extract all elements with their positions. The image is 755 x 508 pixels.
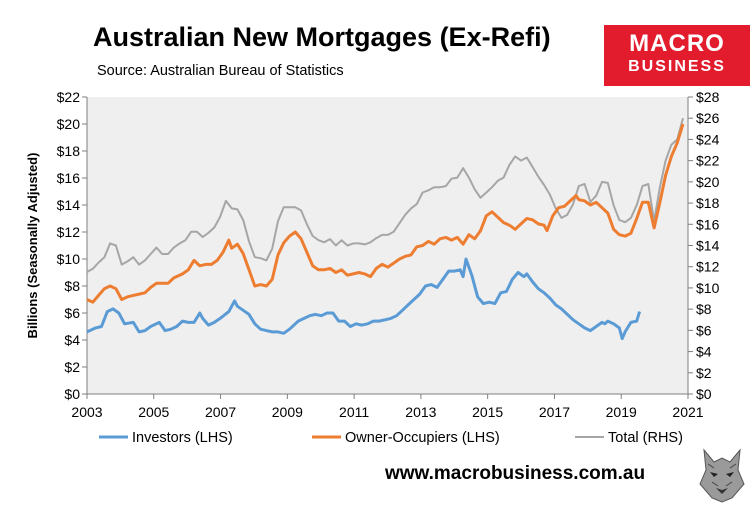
y-tick-label: $4 xyxy=(64,332,80,348)
website-url: www.macrobusiness.com.au xyxy=(385,463,646,484)
y2-tick-label: $18 xyxy=(696,195,720,211)
plot-area xyxy=(87,97,688,394)
series-line-total-rhs xyxy=(86,117,684,273)
y2-tick-label: $22 xyxy=(696,153,720,169)
series-line-investors-lhs xyxy=(86,257,642,341)
y-tick-label: $0 xyxy=(64,386,80,402)
y-tick-label: $12 xyxy=(57,224,81,240)
y-tick-label: $18 xyxy=(57,143,81,159)
logo-line-2: BUSINESS xyxy=(628,58,726,75)
x-tick-label: 2019 xyxy=(606,404,637,420)
y-tick-label: $16 xyxy=(57,170,81,186)
y2-tick-label: $16 xyxy=(696,216,720,232)
y-tick-label: $6 xyxy=(64,305,80,321)
chart-source: Source: Australian Bureau of Statistics xyxy=(97,63,344,79)
x-tick-label: 2011 xyxy=(339,404,369,420)
x-tick-label: 2009 xyxy=(272,404,303,420)
logo-line-1: MACRO xyxy=(629,30,725,57)
legend-label: Investors (LHS) xyxy=(132,430,233,446)
y2-tick-label: $2 xyxy=(696,365,712,381)
x-tick-label: 2021 xyxy=(672,404,703,420)
y2-tick-label: $26 xyxy=(696,110,720,126)
legend-label: Owner-Occupiers (LHS) xyxy=(345,430,500,446)
series-group xyxy=(86,117,685,341)
y2-tick-label: $24 xyxy=(696,131,720,147)
x-tick-label: 2013 xyxy=(405,404,436,420)
macrobusiness-logo: MACRO BUSINESS xyxy=(604,25,750,86)
x-tick-label: 2015 xyxy=(472,404,503,420)
y-tick-label: $14 xyxy=(57,197,81,213)
y2-tick-label: $20 xyxy=(696,174,720,190)
y2-tick-label: $10 xyxy=(696,280,720,296)
y-tick-label: $20 xyxy=(57,116,81,132)
legend: Investors (LHS) Owner-Occupiers (LHS) Tota… xyxy=(99,430,683,446)
y2-tick-label: $0 xyxy=(696,386,712,402)
legend-label: Total (RHS) xyxy=(608,430,683,446)
x-tick-label: 2007 xyxy=(205,404,236,420)
x-tick-label: 2003 xyxy=(71,404,102,420)
y2-tick-label: $28 xyxy=(696,89,720,105)
x-tick-label: 2005 xyxy=(138,404,169,420)
y-tick-label: $10 xyxy=(57,251,81,267)
y2-tick-label: $8 xyxy=(696,301,712,317)
y2-tick-label: $14 xyxy=(696,238,720,254)
x-tick-label: 2017 xyxy=(539,404,570,420)
y2-tick-label: $6 xyxy=(696,322,712,338)
y-tick-label: $2 xyxy=(64,359,80,375)
axis-ticks: $0 $2 $4 $6 $8 $10 $12 $14 $16 $18 $20 $22 $0 $2 $4 $6 $… xyxy=(57,89,720,420)
wolf-icon xyxy=(694,444,750,504)
y2-tick-label: $12 xyxy=(696,259,720,275)
y-axis-label: Billions (Seasonally Adjusted) xyxy=(25,153,40,339)
y-tick-label: $8 xyxy=(64,278,80,294)
y2-tick-label: $4 xyxy=(696,344,712,360)
y-tick-label: $22 xyxy=(57,89,81,105)
series-line-owner-occupiers-lhs xyxy=(86,123,685,304)
chart-title: Australian New Mortgages (Ex-Refi) xyxy=(93,22,551,52)
